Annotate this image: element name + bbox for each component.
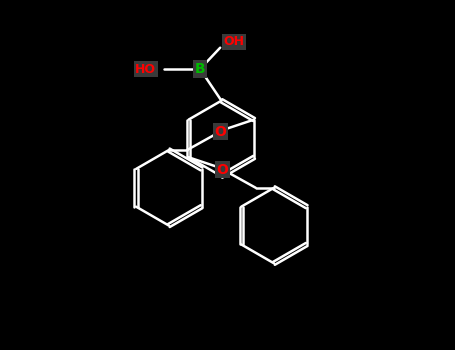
Text: O: O — [216, 162, 228, 176]
Text: OH: OH — [223, 35, 244, 48]
Text: O: O — [215, 125, 227, 139]
Text: HO: HO — [135, 63, 156, 76]
Text: B: B — [195, 62, 205, 76]
